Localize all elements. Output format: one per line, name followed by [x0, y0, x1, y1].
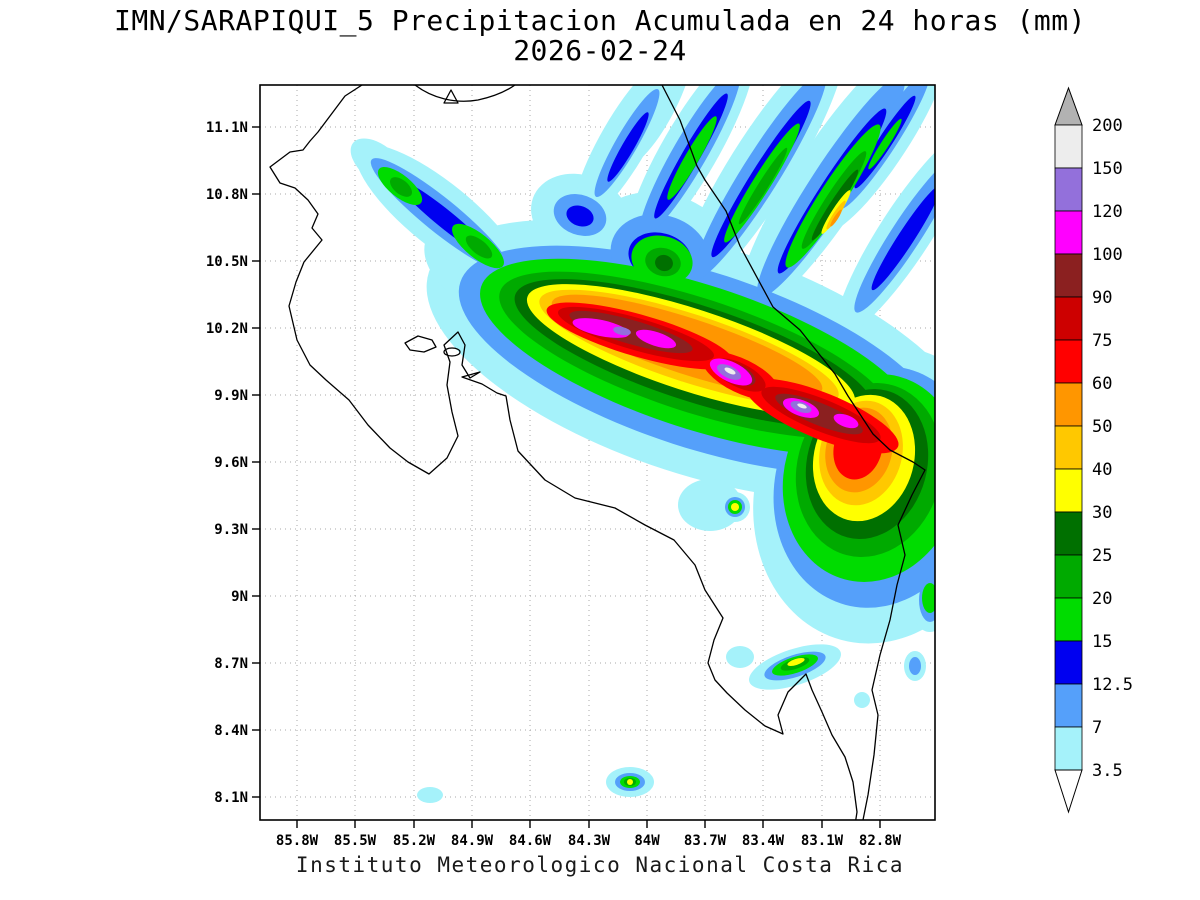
y-tick-label: 8.4N [214, 723, 248, 739]
legend-segment [1054, 511, 1083, 556]
x-tick-label: 85.5W [334, 833, 377, 849]
x-tick-label: 84.3W [568, 833, 611, 849]
caribbean-coast-and-border [661, 85, 926, 820]
y-tick-label: 10.5N [206, 254, 248, 270]
legend-label: 15 [1092, 632, 1112, 652]
x-tick-label: 84W [634, 833, 660, 849]
y-tick-label: 8.1N [214, 790, 248, 806]
y-axis-labels: 11.1N 10.8N 10.5N 10.2N 9.9N 9.6N 9.3N 9… [206, 120, 248, 806]
lake-nicaragua-shore [414, 85, 516, 102]
y-tick-label: 9.9N [214, 388, 248, 404]
legend-segment [1054, 640, 1083, 685]
x-tick-label: 84.6W [509, 833, 552, 849]
x-axis-labels: 85.8W 85.5W 85.2W 84.9W 84.6W 84.3W 84W … [276, 833, 902, 849]
legend-segment [1054, 210, 1083, 255]
legend-segment [1054, 683, 1083, 728]
plot-frame [259, 84, 936, 821]
legend-label: 7 [1092, 718, 1102, 738]
precip-field [350, 85, 935, 803]
y-tick-label: 9.3N [214, 522, 248, 538]
legend-segment [1054, 597, 1083, 642]
y-tick-label: 10.2N [206, 321, 248, 337]
legend-segment [1054, 167, 1083, 212]
legend-segment [1054, 124, 1083, 169]
y-tick-label: 10.8N [206, 187, 248, 203]
colorbar-legend: 200 150 120 100 90 75 60 50 40 30 25 20 … [1054, 86, 1133, 814]
x-tick-label: 82.8W [859, 833, 902, 849]
legend-segment [1054, 726, 1083, 771]
legend-label: 25 [1092, 546, 1112, 566]
colorbar-bottom-arrow [1054, 769, 1083, 814]
x-tick-label: 85.2W [393, 833, 436, 849]
lake-arenal [404, 335, 437, 353]
legend-segment [1054, 382, 1083, 427]
coastline-layer [269, 85, 926, 820]
colorbar-top-arrow [1054, 86, 1083, 126]
legend-segment [1054, 468, 1083, 513]
x-tick-label: 83.7W [684, 833, 727, 849]
tick-marks [252, 126, 881, 828]
legend-label: 60 [1092, 374, 1112, 394]
map-date: 2026-02-24 [513, 34, 687, 67]
x-tick-label: 83.1W [801, 833, 844, 849]
precip-level-150 [724, 367, 807, 409]
legend-label: 150 [1092, 159, 1123, 179]
legend-label: 50 [1092, 417, 1112, 437]
legend-label: 200 [1092, 116, 1123, 136]
footer-institution: Instituto Meteorologico Nacional Costa R… [296, 853, 904, 877]
legend-label: 40 [1092, 460, 1112, 480]
y-tick-label: 9N [231, 589, 248, 605]
legend-label: 120 [1092, 202, 1123, 222]
legend-segment [1054, 253, 1083, 298]
legend-label: 3.5 [1092, 761, 1123, 781]
y-tick-label: 8.7N [214, 656, 248, 672]
lake-island [443, 89, 459, 104]
legend-label: 90 [1092, 288, 1112, 308]
y-tick-label: 9.6N [214, 455, 248, 471]
legend-segment [1054, 425, 1083, 470]
legend-segment [1054, 296, 1083, 341]
legend-segment [1054, 339, 1083, 384]
legend-segment [1054, 554, 1083, 599]
map-title: IMN/SARAPIQUI_5 Precipitacion Acumulada … [114, 4, 1086, 38]
pacific-coastline [269, 85, 858, 820]
x-tick-label: 85.8W [276, 833, 319, 849]
legend-label: 100 [1092, 245, 1123, 265]
x-tick-label: 84.9W [451, 833, 494, 849]
legend-label: 20 [1092, 589, 1112, 609]
y-tick-label: 11.1N [206, 120, 248, 136]
legend-label: 75 [1092, 331, 1112, 351]
x-tick-label: 83.4W [742, 833, 785, 849]
legend-label: 12.5 [1092, 675, 1133, 695]
legend-label: 30 [1092, 503, 1112, 523]
chira-island [443, 347, 461, 357]
